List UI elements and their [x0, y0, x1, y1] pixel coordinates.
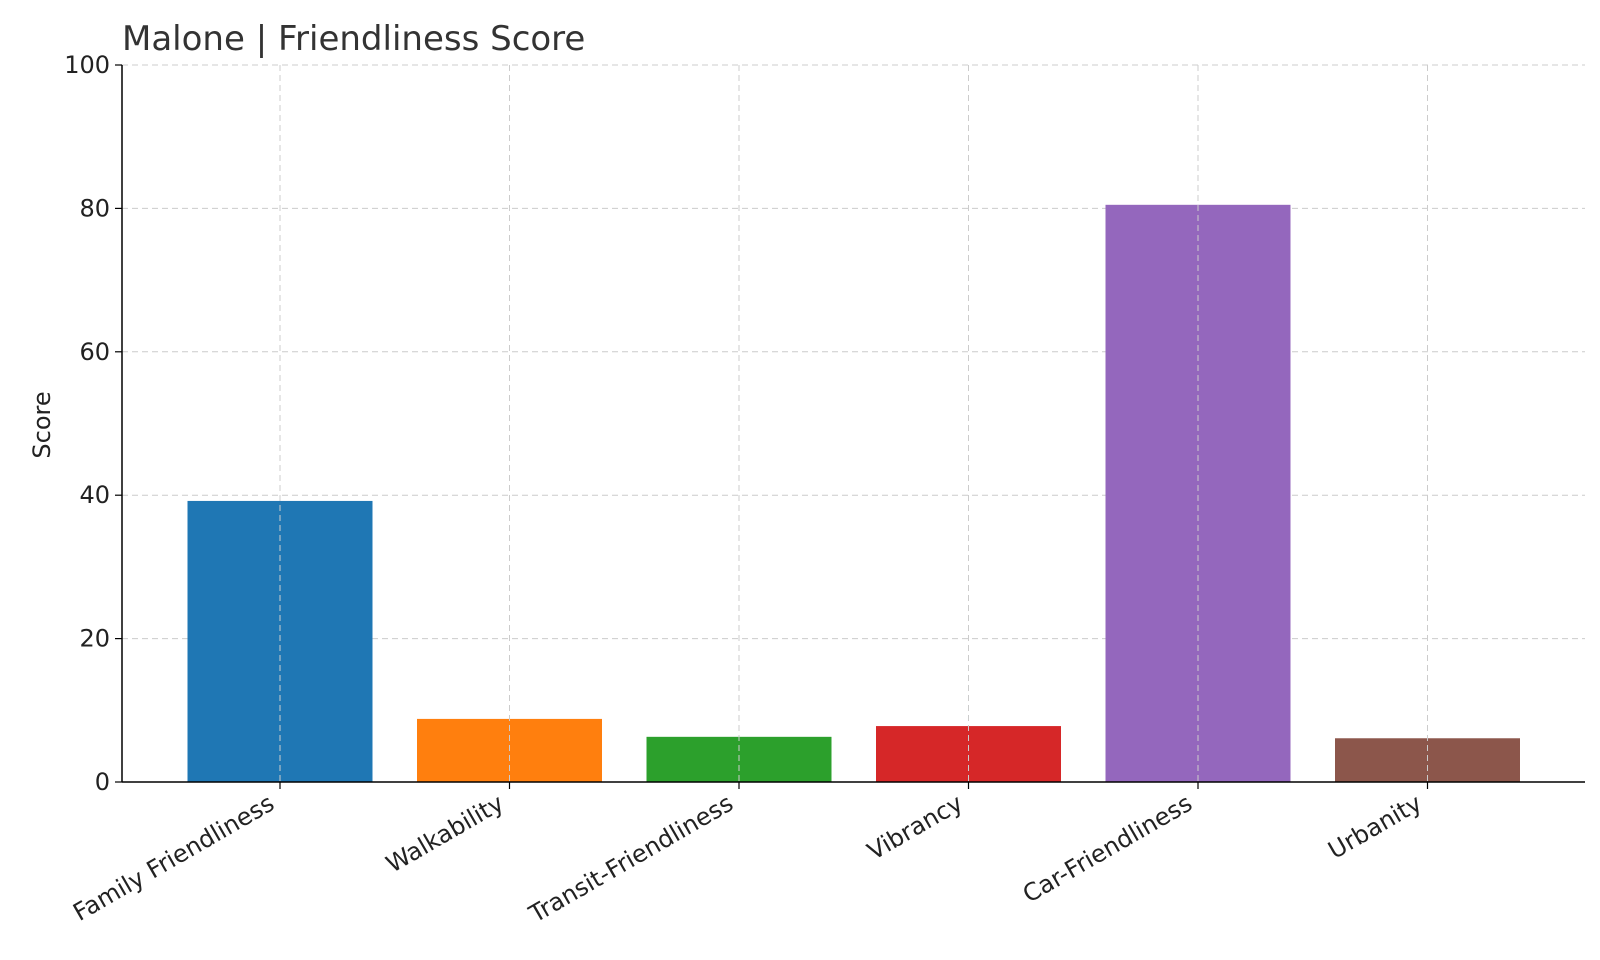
y-tick-label: 40 [79, 481, 110, 509]
x-tick-label: Walkability [381, 789, 508, 879]
y-tick-label: 100 [64, 51, 110, 79]
x-tick-label: Family Friendliness [68, 789, 279, 927]
y-tick-label: 0 [95, 768, 110, 796]
bar [876, 726, 1061, 782]
axes [121, 65, 1585, 783]
y-tick-label: 20 [79, 625, 110, 653]
x-tick-label: Transit-Friendliness [524, 789, 738, 929]
x-tick-label: Vibrancy [863, 789, 968, 866]
x-tick-label: Car-Friendliness [1018, 789, 1197, 909]
y-axis-label: Score [28, 391, 56, 458]
bars [187, 65, 1520, 782]
y-ticks: 0 20 40 60 80 100 [64, 51, 122, 796]
x-tick-label: Urbanity [1323, 789, 1426, 865]
x-ticks: Family Friendliness Walkability Transit-Fr… [68, 782, 1429, 929]
y-tick-label: 60 [79, 338, 110, 366]
y-tick-label: 80 [79, 194, 110, 222]
chart-title: Malone | Friendliness Score [122, 19, 585, 59]
